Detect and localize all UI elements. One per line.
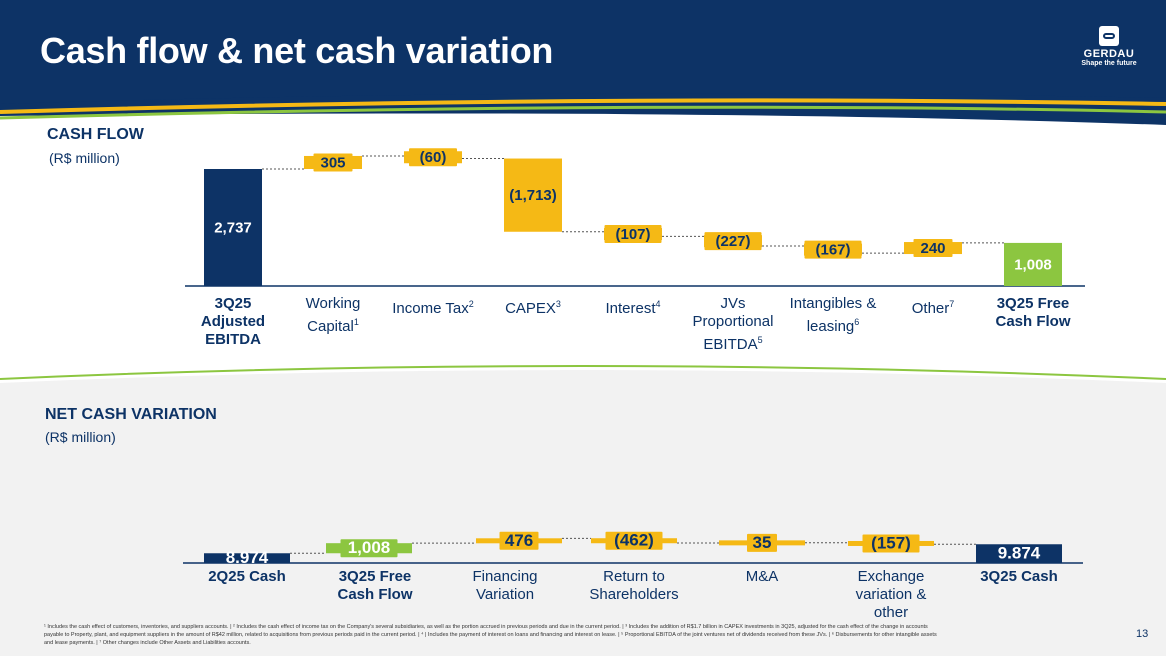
gerdau-logo: GERDAU Shape the future bbox=[1076, 26, 1142, 67]
labels-cf-item-7: Other7 bbox=[883, 295, 983, 318]
cash-flow-title: CASH FLOW bbox=[47, 126, 144, 143]
chart-1-bar-0 bbox=[204, 553, 290, 563]
chart-0-bar-8 bbox=[1004, 242, 1062, 286]
chart-0-label-bg-4 bbox=[604, 225, 662, 244]
labels-cf-item-3: CAPEX3 bbox=[483, 295, 583, 318]
chart-0-label-bg-2 bbox=[409, 148, 457, 167]
page-title: Cash flow & net cash variation bbox=[40, 30, 554, 71]
chart-0-bar-3 bbox=[504, 158, 562, 232]
page-number: 13 bbox=[1136, 628, 1149, 640]
cash-flow-subtitle: (R$ million) bbox=[49, 150, 120, 166]
category-label-text: Interest bbox=[605, 300, 656, 317]
category-label-text: 3Q25 Free Cash Flow bbox=[337, 568, 413, 603]
chart-1-label-bg-2 bbox=[499, 531, 539, 550]
chart-0-label-bg-6 bbox=[804, 240, 862, 259]
chart-1-label-bg-1 bbox=[340, 539, 398, 558]
category-label-text: Income Tax bbox=[392, 300, 469, 317]
footnote: ¹ Includes the cash effect of customers,… bbox=[44, 624, 937, 646]
chart-0-label-bg-5 bbox=[704, 232, 762, 251]
labels-cf-item-8: 3Q25 Free Cash Flow bbox=[983, 295, 1083, 331]
chart-0-label-bg-7 bbox=[913, 239, 953, 258]
footnote-ref: 2 bbox=[468, 299, 474, 309]
net-cash-title: NET CASH VARIATION bbox=[45, 406, 217, 423]
labels-nc-item-2: Financing Variation bbox=[455, 568, 555, 604]
category-label-text: JVs Proportional EBITDA bbox=[692, 295, 774, 353]
labels-cf-item-5: JVs Proportional EBITDA5 bbox=[683, 295, 783, 354]
labels-nc-item-6: 3Q25 Cash bbox=[969, 568, 1069, 586]
labels-nc-item-1: 3Q25 Free Cash Flow bbox=[325, 568, 425, 604]
footnote-ref: 5 bbox=[757, 335, 763, 345]
chart-0-value-label-4: (107) bbox=[615, 226, 650, 243]
chart-1-value-label-1: 1,008 bbox=[348, 538, 391, 557]
chart-0-value-label-5: (227) bbox=[715, 233, 750, 250]
labels-cf-item-6: Intangibles & leasing6 bbox=[783, 295, 883, 336]
logo-name: GERDAU bbox=[1083, 48, 1135, 60]
chart-1-value-label-5: (157) bbox=[871, 533, 911, 552]
chart-0-value-label-8: 1,008 bbox=[1014, 256, 1052, 273]
footnote-ref: 6 bbox=[854, 317, 860, 327]
logo-tagline: Shape the future bbox=[1081, 60, 1137, 67]
footnote-ref: 1 bbox=[353, 317, 359, 327]
category-label-text: Exchange variation & other bbox=[855, 568, 927, 621]
chart-1-value-label-6: 9.874 bbox=[998, 544, 1041, 563]
category-label-text: Other bbox=[911, 300, 950, 317]
labels-cf-item-4: Interest4 bbox=[583, 295, 683, 318]
labels-cf-item-1: Working Capital1 bbox=[283, 295, 383, 336]
chart-1-value-label-3: (462) bbox=[614, 531, 654, 550]
chart-0-value-label-2: (60) bbox=[420, 149, 447, 166]
labels-nc-item-4: M&A bbox=[712, 568, 812, 586]
category-label-text: 3Q25 Free Cash Flow bbox=[995, 295, 1071, 330]
chart-1-value-label-2: 476 bbox=[505, 531, 533, 550]
labels-nc-item-3: Return to Shareholders bbox=[584, 568, 684, 604]
chart-0-value-label-7: 240 bbox=[920, 240, 945, 257]
chart-0-value-label-0: 2,737 bbox=[214, 220, 252, 237]
chart-0-value-label-1: 305 bbox=[320, 154, 345, 171]
lower-section-background bbox=[0, 365, 1166, 656]
chart-1-label-bg-3 bbox=[605, 531, 663, 550]
chart-0-value-label-3: (1,713) bbox=[509, 187, 557, 204]
chart-0-bar-0 bbox=[204, 169, 262, 286]
category-label-text: Working Capital bbox=[305, 295, 361, 335]
labels-nc-item-5: Exchange variation & other bbox=[841, 568, 941, 622]
gerdau-logo-icon bbox=[1099, 26, 1119, 46]
category-label-text: 3Q25 Cash bbox=[980, 568, 1058, 585]
labels-cf-item-2: Income Tax2 bbox=[383, 295, 483, 318]
category-label-text: Return to Shareholders bbox=[589, 568, 679, 603]
footnote-ref: 4 bbox=[655, 299, 661, 309]
category-label-text: CAPEX bbox=[505, 300, 556, 317]
labels-cf-item-0: 3Q25 Adjusted EBITDA bbox=[183, 295, 283, 349]
footnote-ref: 3 bbox=[555, 299, 561, 309]
chart-0-label-bg-1 bbox=[313, 153, 353, 172]
chart-1-bar-6 bbox=[976, 544, 1062, 563]
category-label-text: 2Q25 Cash bbox=[208, 568, 286, 585]
category-label-text: 3Q25 Adjusted EBITDA bbox=[200, 295, 266, 348]
category-label-text: M&A bbox=[745, 568, 779, 585]
category-label-text: Intangibles & leasing bbox=[789, 295, 877, 335]
header-banner bbox=[0, 0, 1166, 125]
chart-1-label-bg-4 bbox=[747, 533, 777, 552]
footnote-ref: 7 bbox=[949, 299, 955, 309]
chart-1-value-label-0: 8.974 bbox=[226, 548, 269, 567]
labels-nc-item-0: 2Q25 Cash bbox=[197, 568, 297, 586]
chart-1-label-bg-5 bbox=[862, 534, 920, 553]
chart-1-value-label-4: 35 bbox=[753, 533, 772, 552]
net-cash-subtitle: (R$ million) bbox=[45, 429, 116, 445]
category-label-text: Financing Variation bbox=[472, 568, 538, 603]
chart-0-value-label-6: (167) bbox=[815, 242, 850, 259]
